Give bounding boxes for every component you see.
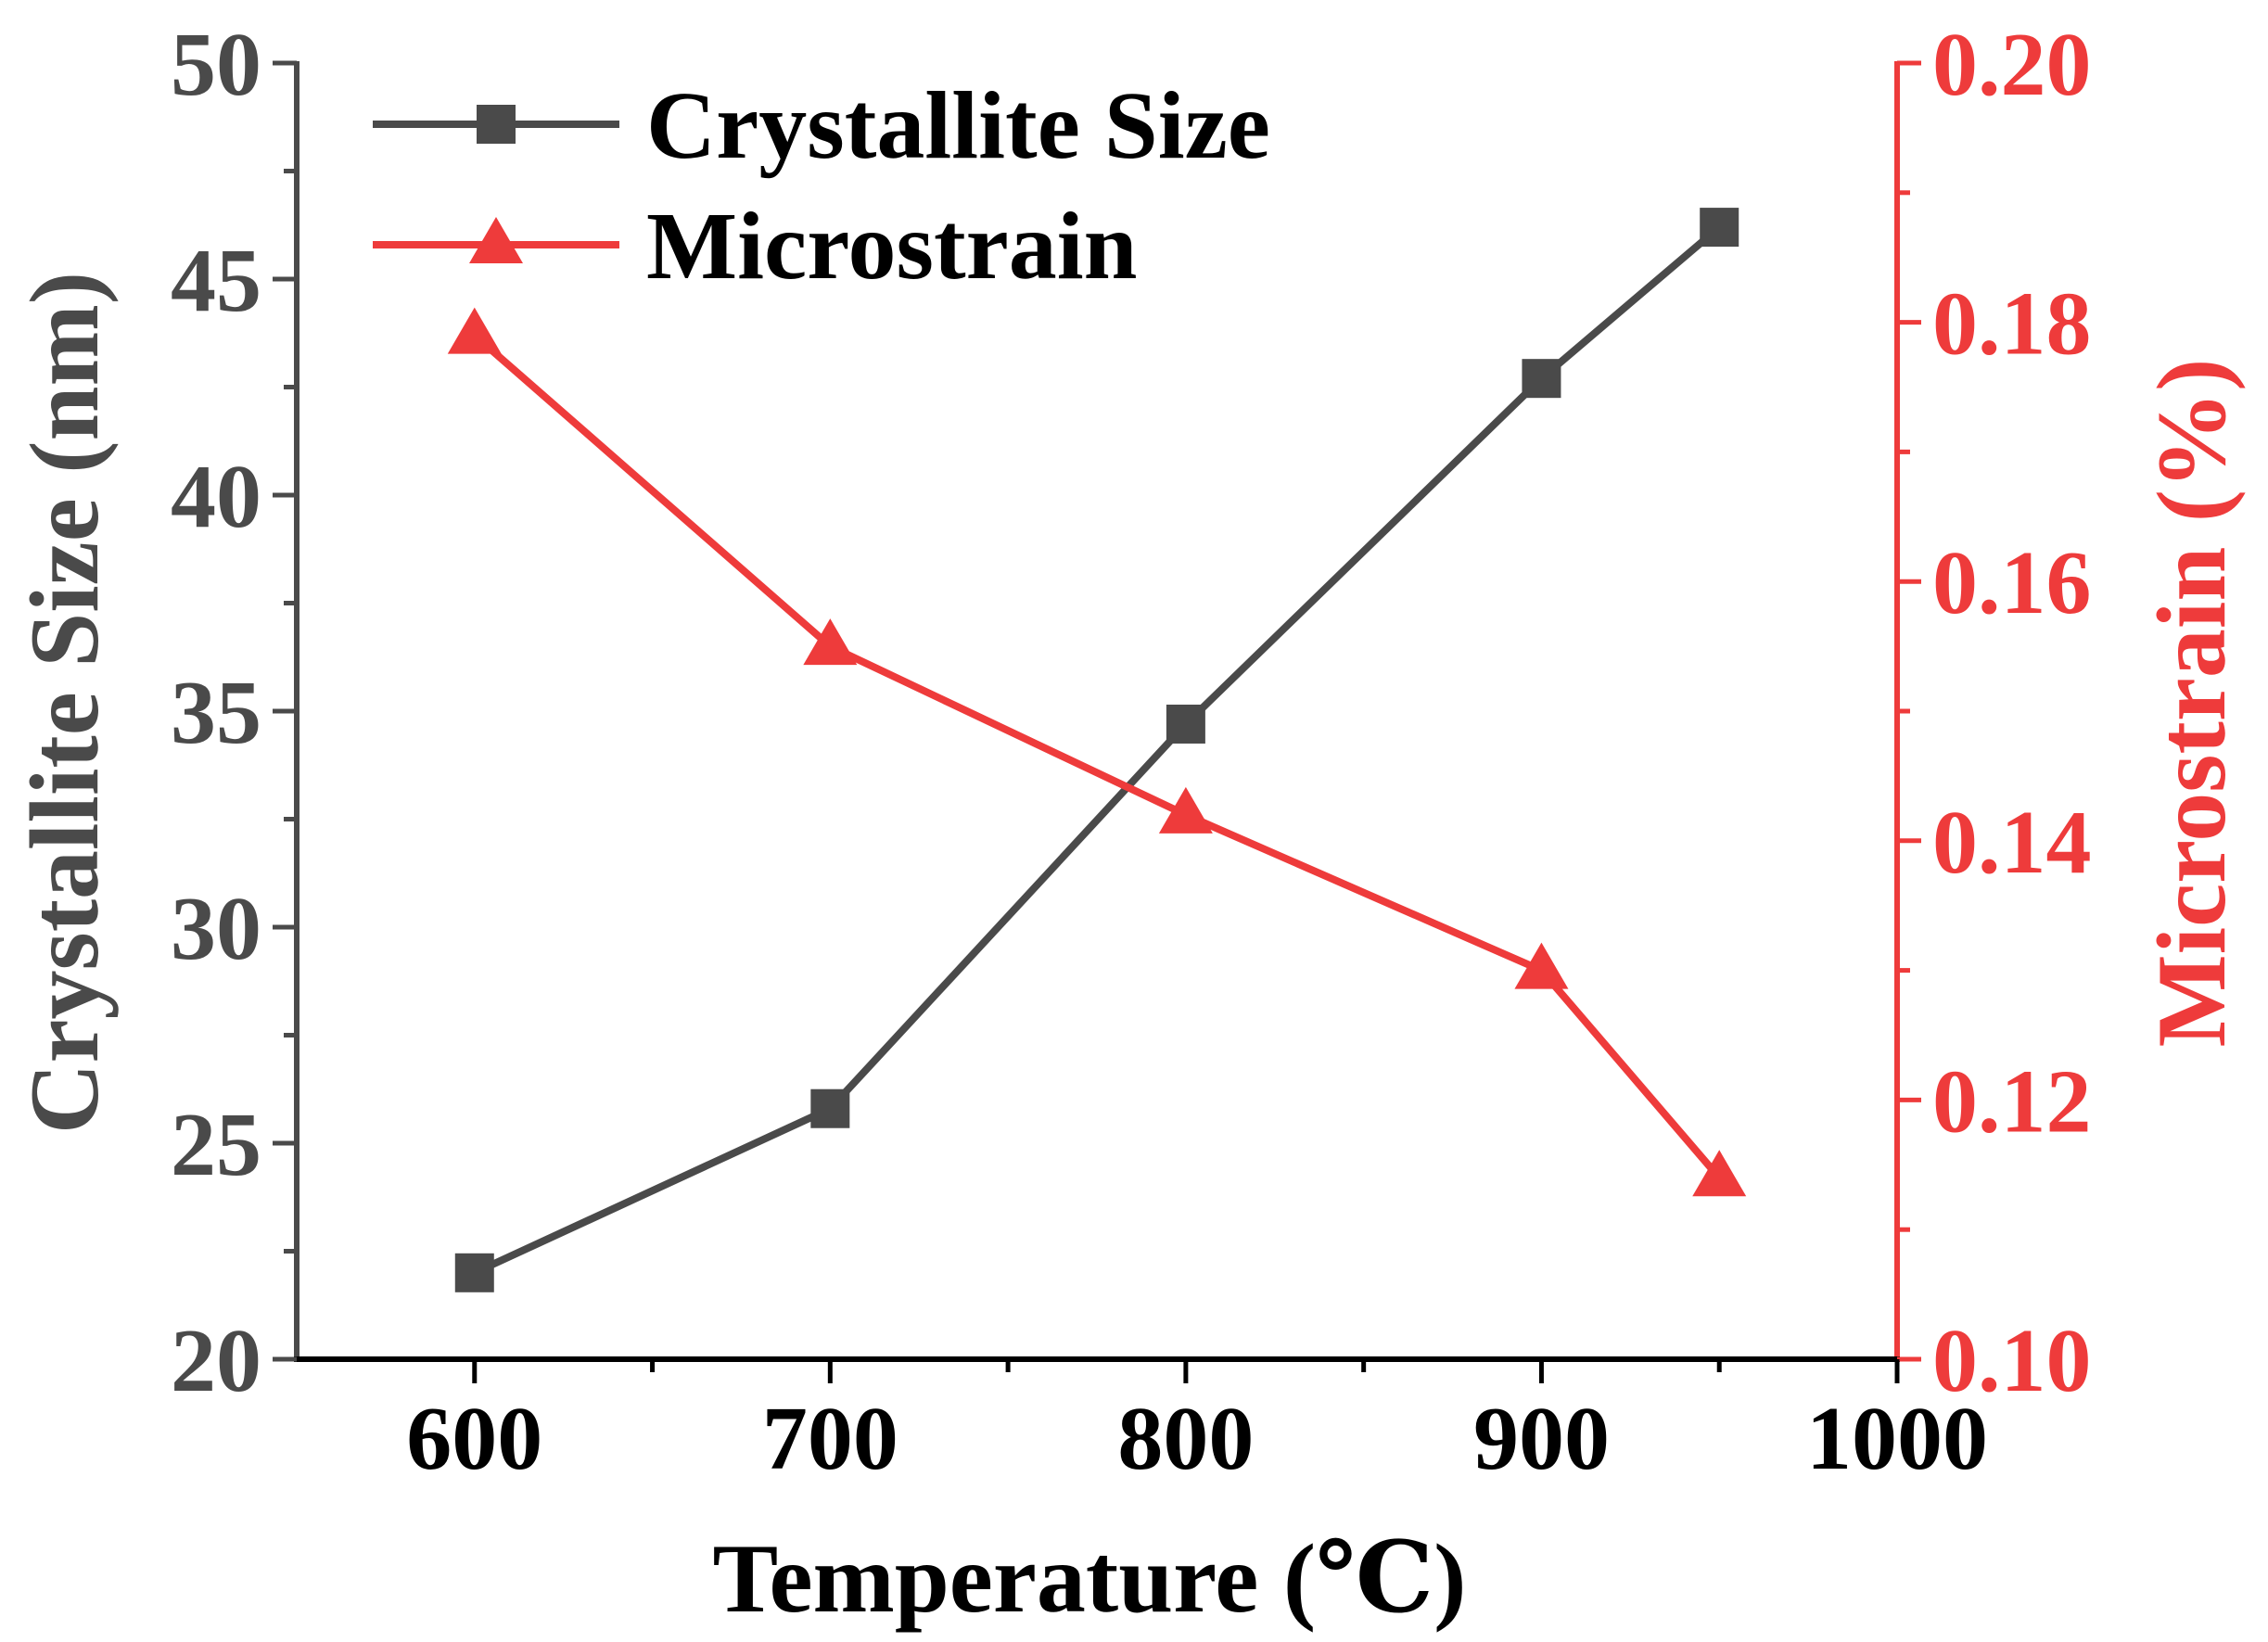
- y-left-tick-label: 25: [171, 1095, 261, 1195]
- legend-label: Microstrain: [646, 193, 1138, 299]
- legend-square-icon: [477, 105, 516, 144]
- data-point-square: [810, 1088, 850, 1128]
- series-layer: [447, 208, 1747, 1292]
- y-right-tick-label: 0.14: [1932, 793, 2092, 893]
- data-point-square: [454, 1253, 494, 1292]
- y-left-tick-label: 40: [171, 447, 261, 547]
- x-tick-label: 1000: [1806, 1389, 1988, 1489]
- legend-item: Microstrain: [373, 193, 1138, 299]
- data-point-triangle: [1158, 786, 1213, 834]
- legend-label: Crystallite Size: [646, 72, 1270, 179]
- y-right-tick-label: 0.12: [1932, 1051, 2092, 1152]
- legend-item: Crystallite Size: [373, 72, 1270, 179]
- legend: Crystallite Size Microstrain: [373, 72, 1270, 299]
- data-point-triangle: [1692, 1150, 1747, 1197]
- y-left-tick-label: 35: [171, 663, 261, 763]
- legend-triangle-icon: [469, 217, 523, 263]
- data-point-triangle: [1514, 942, 1569, 989]
- x-tick-label: 800: [1117, 1389, 1254, 1489]
- y-axis-left-title: Crystallite Size (nm): [10, 272, 119, 1134]
- x-tick-label: 900: [1473, 1389, 1610, 1489]
- data-point-square: [1166, 704, 1205, 744]
- axes: 20 25 30 35 40 45 50 0.10 0.12 0.14 0.16 0.18 0.20 60…: [171, 15, 2092, 1489]
- y-left-tick-label: 45: [171, 231, 261, 331]
- y-left-tick-label: 50: [171, 15, 261, 115]
- series-line: [472, 332, 1723, 1180]
- y-right-tick-label: 0.16: [1932, 533, 2092, 633]
- data-point-square: [1522, 359, 1561, 399]
- y-right-tick-label: 0.18: [1932, 274, 2092, 375]
- y-right-tick-label: 0.10: [1932, 1311, 2092, 1411]
- y-right-tick-label: 0.20: [1932, 15, 2092, 115]
- x-tick-label: 600: [406, 1389, 542, 1489]
- x-tick-label: 700: [762, 1389, 898, 1489]
- series-microstrain: [447, 307, 1747, 1197]
- series-crystallite-size: [454, 208, 1739, 1292]
- data-point-triangle: [803, 618, 858, 666]
- data-point-square: [1700, 208, 1739, 248]
- y-left-tick-label: 30: [171, 879, 261, 979]
- x-axis-title: Temperature (℃): [713, 1524, 1467, 1633]
- data-point-triangle: [447, 307, 502, 354]
- y-left-tick-label: 20: [171, 1311, 261, 1411]
- y-axis-right-title: Microstrain (%): [2137, 359, 2246, 1048]
